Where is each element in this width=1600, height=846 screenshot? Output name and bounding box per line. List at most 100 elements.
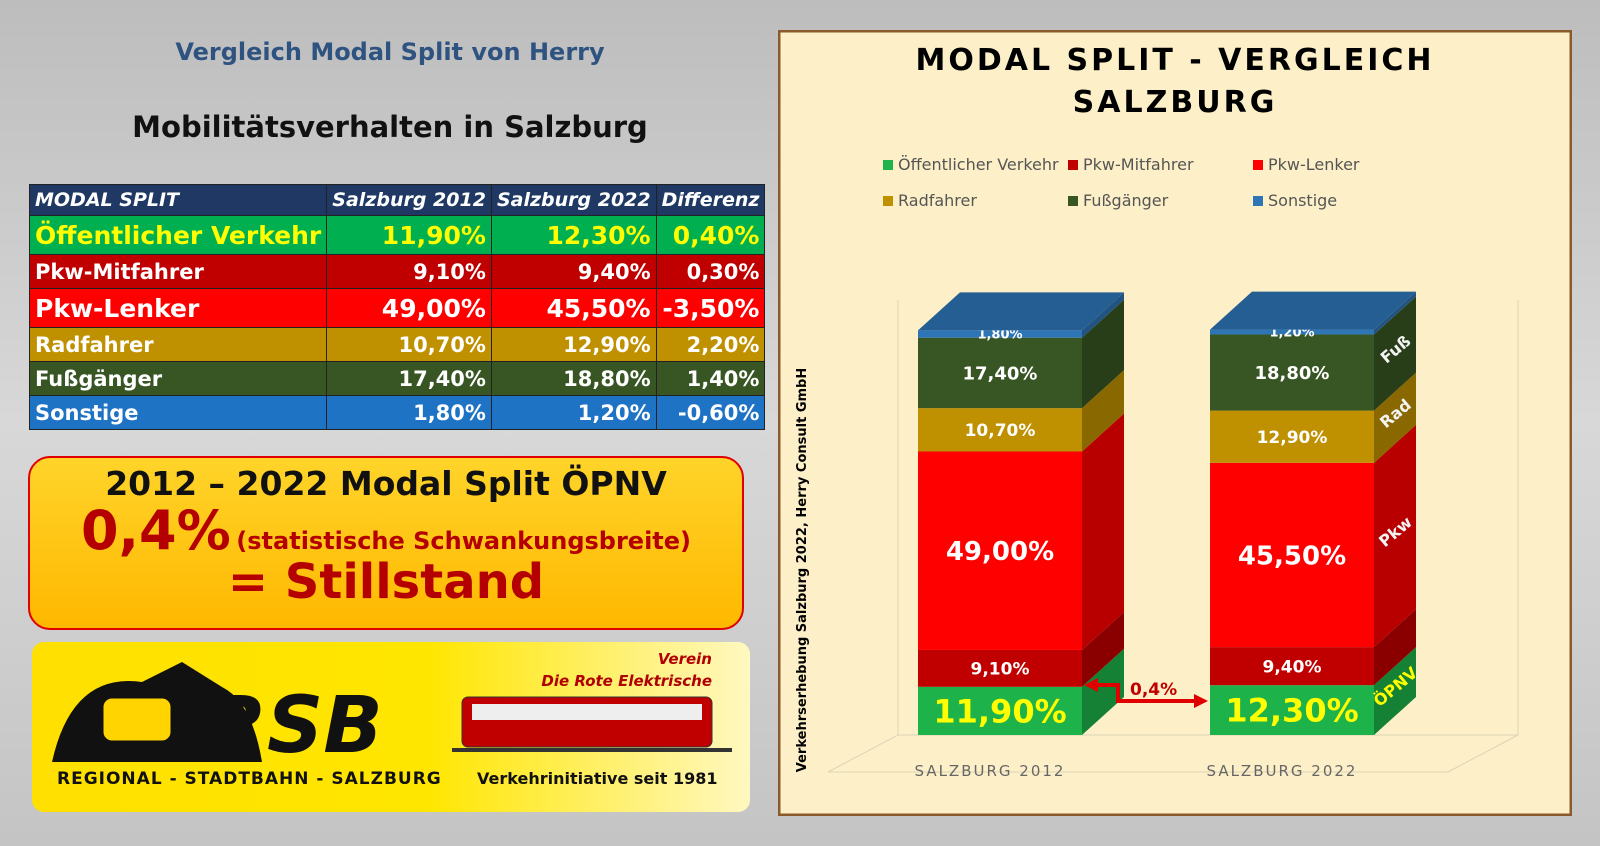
- x-tick-label: SALZBURG 2022: [1207, 762, 1358, 780]
- logo-footer: REGIONAL - STADTBAHN - SALZBURG: [57, 769, 442, 789]
- callout-value-line: 0,4% (statistische Schwankungsbreite): [30, 499, 742, 562]
- value-label: 45,50%: [1238, 541, 1346, 571]
- table-cell: Pkw-Lenker: [28, 288, 328, 328]
- bar-side: [1082, 611, 1124, 687]
- table-cell: Pkw-Mitfahrer: [28, 254, 328, 289]
- table-row: Fußgänger 17,40% 18,80% 1,40%: [28, 361, 766, 396]
- legend-label: Pkw-Lenker: [1268, 155, 1360, 174]
- table-header-cell: MODAL SPLIT: [28, 184, 328, 216]
- bar-segment: [1210, 372, 1416, 463]
- bar-segment: [918, 413, 1124, 650]
- table-cell: 11,90%: [326, 215, 492, 255]
- bar-front: [918, 451, 1082, 650]
- bar-front: [918, 408, 1082, 452]
- callout: 2012 – 2022 Modal Split ÖPNV 0,4% (stati…: [28, 456, 744, 630]
- table-cell: 1,20%: [490, 395, 657, 430]
- value-label: 18,80%: [1255, 363, 1330, 384]
- legend-label: Fußgänger: [1083, 191, 1169, 210]
- bar-side: [1374, 372, 1416, 463]
- table-cell: 12,90%: [490, 327, 657, 362]
- bar-side: [1374, 647, 1416, 735]
- legend-label: Radfahrer: [898, 191, 977, 210]
- bar-segment: [918, 292, 1124, 338]
- chart-frame: [778, 30, 1572, 816]
- value-label: 11,90%: [933, 692, 1066, 730]
- bar-top: [1210, 291, 1416, 330]
- bar-side: [1374, 609, 1416, 686]
- table-cell: 0,30%: [655, 254, 766, 289]
- chart-wall: [827, 300, 1519, 773]
- annotation-arrow: [1094, 683, 1198, 703]
- callout-value: 0,4%: [80, 499, 231, 562]
- bar-front: [918, 337, 1082, 409]
- chart-subtitle: SALZBURG: [1073, 85, 1278, 120]
- table-cell: 1,40%: [655, 361, 766, 396]
- legend-swatch: [883, 196, 893, 206]
- value-label: 1,80%: [977, 328, 1022, 343]
- legend-label: Sonstige: [1268, 191, 1337, 210]
- bar-side: [1374, 424, 1416, 648]
- table-header-cell: Salzburg 2022: [490, 184, 657, 216]
- table-cell: 1,80%: [326, 395, 492, 430]
- bar-side: [1082, 292, 1124, 338]
- arrow-head: [1194, 694, 1208, 708]
- table-cell: 9,10%: [326, 254, 492, 289]
- table-cell: 2,20%: [655, 327, 766, 362]
- table-row: Pkw-Lenker 49,00% 45,50% -3,50%: [28, 288, 766, 328]
- y-axis-label: Verkehrserhebung Salzburg 2022, Herry Co…: [795, 368, 810, 773]
- table-header-cell: Differenz: [655, 184, 766, 216]
- legend-swatch: [1253, 196, 1263, 206]
- bar-segment: [918, 370, 1124, 452]
- page-subtitle: Mobilitätsverhalten in Salzburg: [132, 110, 648, 144]
- legend-swatch: [1253, 160, 1263, 170]
- bar-side: [1374, 296, 1416, 411]
- bar-side: [1374, 291, 1416, 335]
- annotation: 0,4%: [1130, 680, 1177, 700]
- value-label: 9,10%: [971, 659, 1030, 679]
- table-cell: -0,60%: [655, 395, 766, 430]
- legend-swatch: [883, 160, 893, 170]
- logo-mark: RSB: [207, 681, 383, 771]
- arrow-head: [1084, 678, 1098, 692]
- legend-label: Pkw-Mitfahrer: [1083, 155, 1194, 174]
- bar-front: [1210, 647, 1374, 686]
- bar-segment: [918, 611, 1124, 687]
- value-label: 49,00%: [946, 537, 1054, 567]
- bar-segment: [1210, 291, 1416, 335]
- x-tick-label: SALZBURG 2012: [915, 762, 1066, 780]
- logo: RSB Verein Die Rote Elektrische REGIONAL…: [32, 642, 750, 812]
- table-cell: 12,30%: [490, 215, 657, 255]
- logo-name: Die Rote Elektrische: [541, 672, 712, 690]
- logo-tagline: Verkehrinitiative seit 1981: [477, 769, 717, 788]
- legend-swatch: [1068, 160, 1078, 170]
- bar-front: [918, 686, 1082, 735]
- bar-front: [1210, 462, 1374, 648]
- table-cell: Öffentlicher Verkehr: [28, 215, 328, 255]
- callout-heading: 2012 – 2022 Modal Split ÖPNV: [105, 464, 667, 503]
- table-cell: 10,70%: [326, 327, 492, 362]
- table-cell: 0,40%: [655, 215, 766, 255]
- bar-front: [1210, 410, 1374, 463]
- page-title: Vergleich Modal Split von Herry: [175, 38, 605, 66]
- table-cell: -3,50%: [655, 288, 766, 328]
- value-label: 12,90%: [1257, 428, 1328, 448]
- bar-front: [1210, 685, 1374, 735]
- logo-train: [100, 695, 174, 744]
- value-label: 12,30%: [1225, 692, 1358, 730]
- bar-front: [1210, 334, 1374, 411]
- table-cell: 17,40%: [326, 361, 492, 396]
- bar-segment: [1210, 296, 1416, 411]
- value-label: 17,40%: [963, 363, 1038, 384]
- value-label: 9,40%: [1263, 657, 1322, 677]
- modal-split-table: MODAL SPLIT Salzburg 2012 Salzburg 2022 Dif…: [28, 184, 766, 430]
- bar-segment: [1210, 647, 1416, 735]
- logo-verein: Verein: [658, 650, 712, 668]
- table-cell: Sonstige: [28, 395, 328, 430]
- bar-front: [1210, 329, 1374, 335]
- bar-side: [1082, 413, 1124, 650]
- table-cell: 18,80%: [490, 361, 657, 396]
- value-label: 10,70%: [965, 421, 1036, 441]
- table-cell: Fußgänger: [28, 361, 328, 396]
- chart: MODAL SPLIT - VERGLEICH SALZBURG Verkehr…: [778, 30, 1572, 816]
